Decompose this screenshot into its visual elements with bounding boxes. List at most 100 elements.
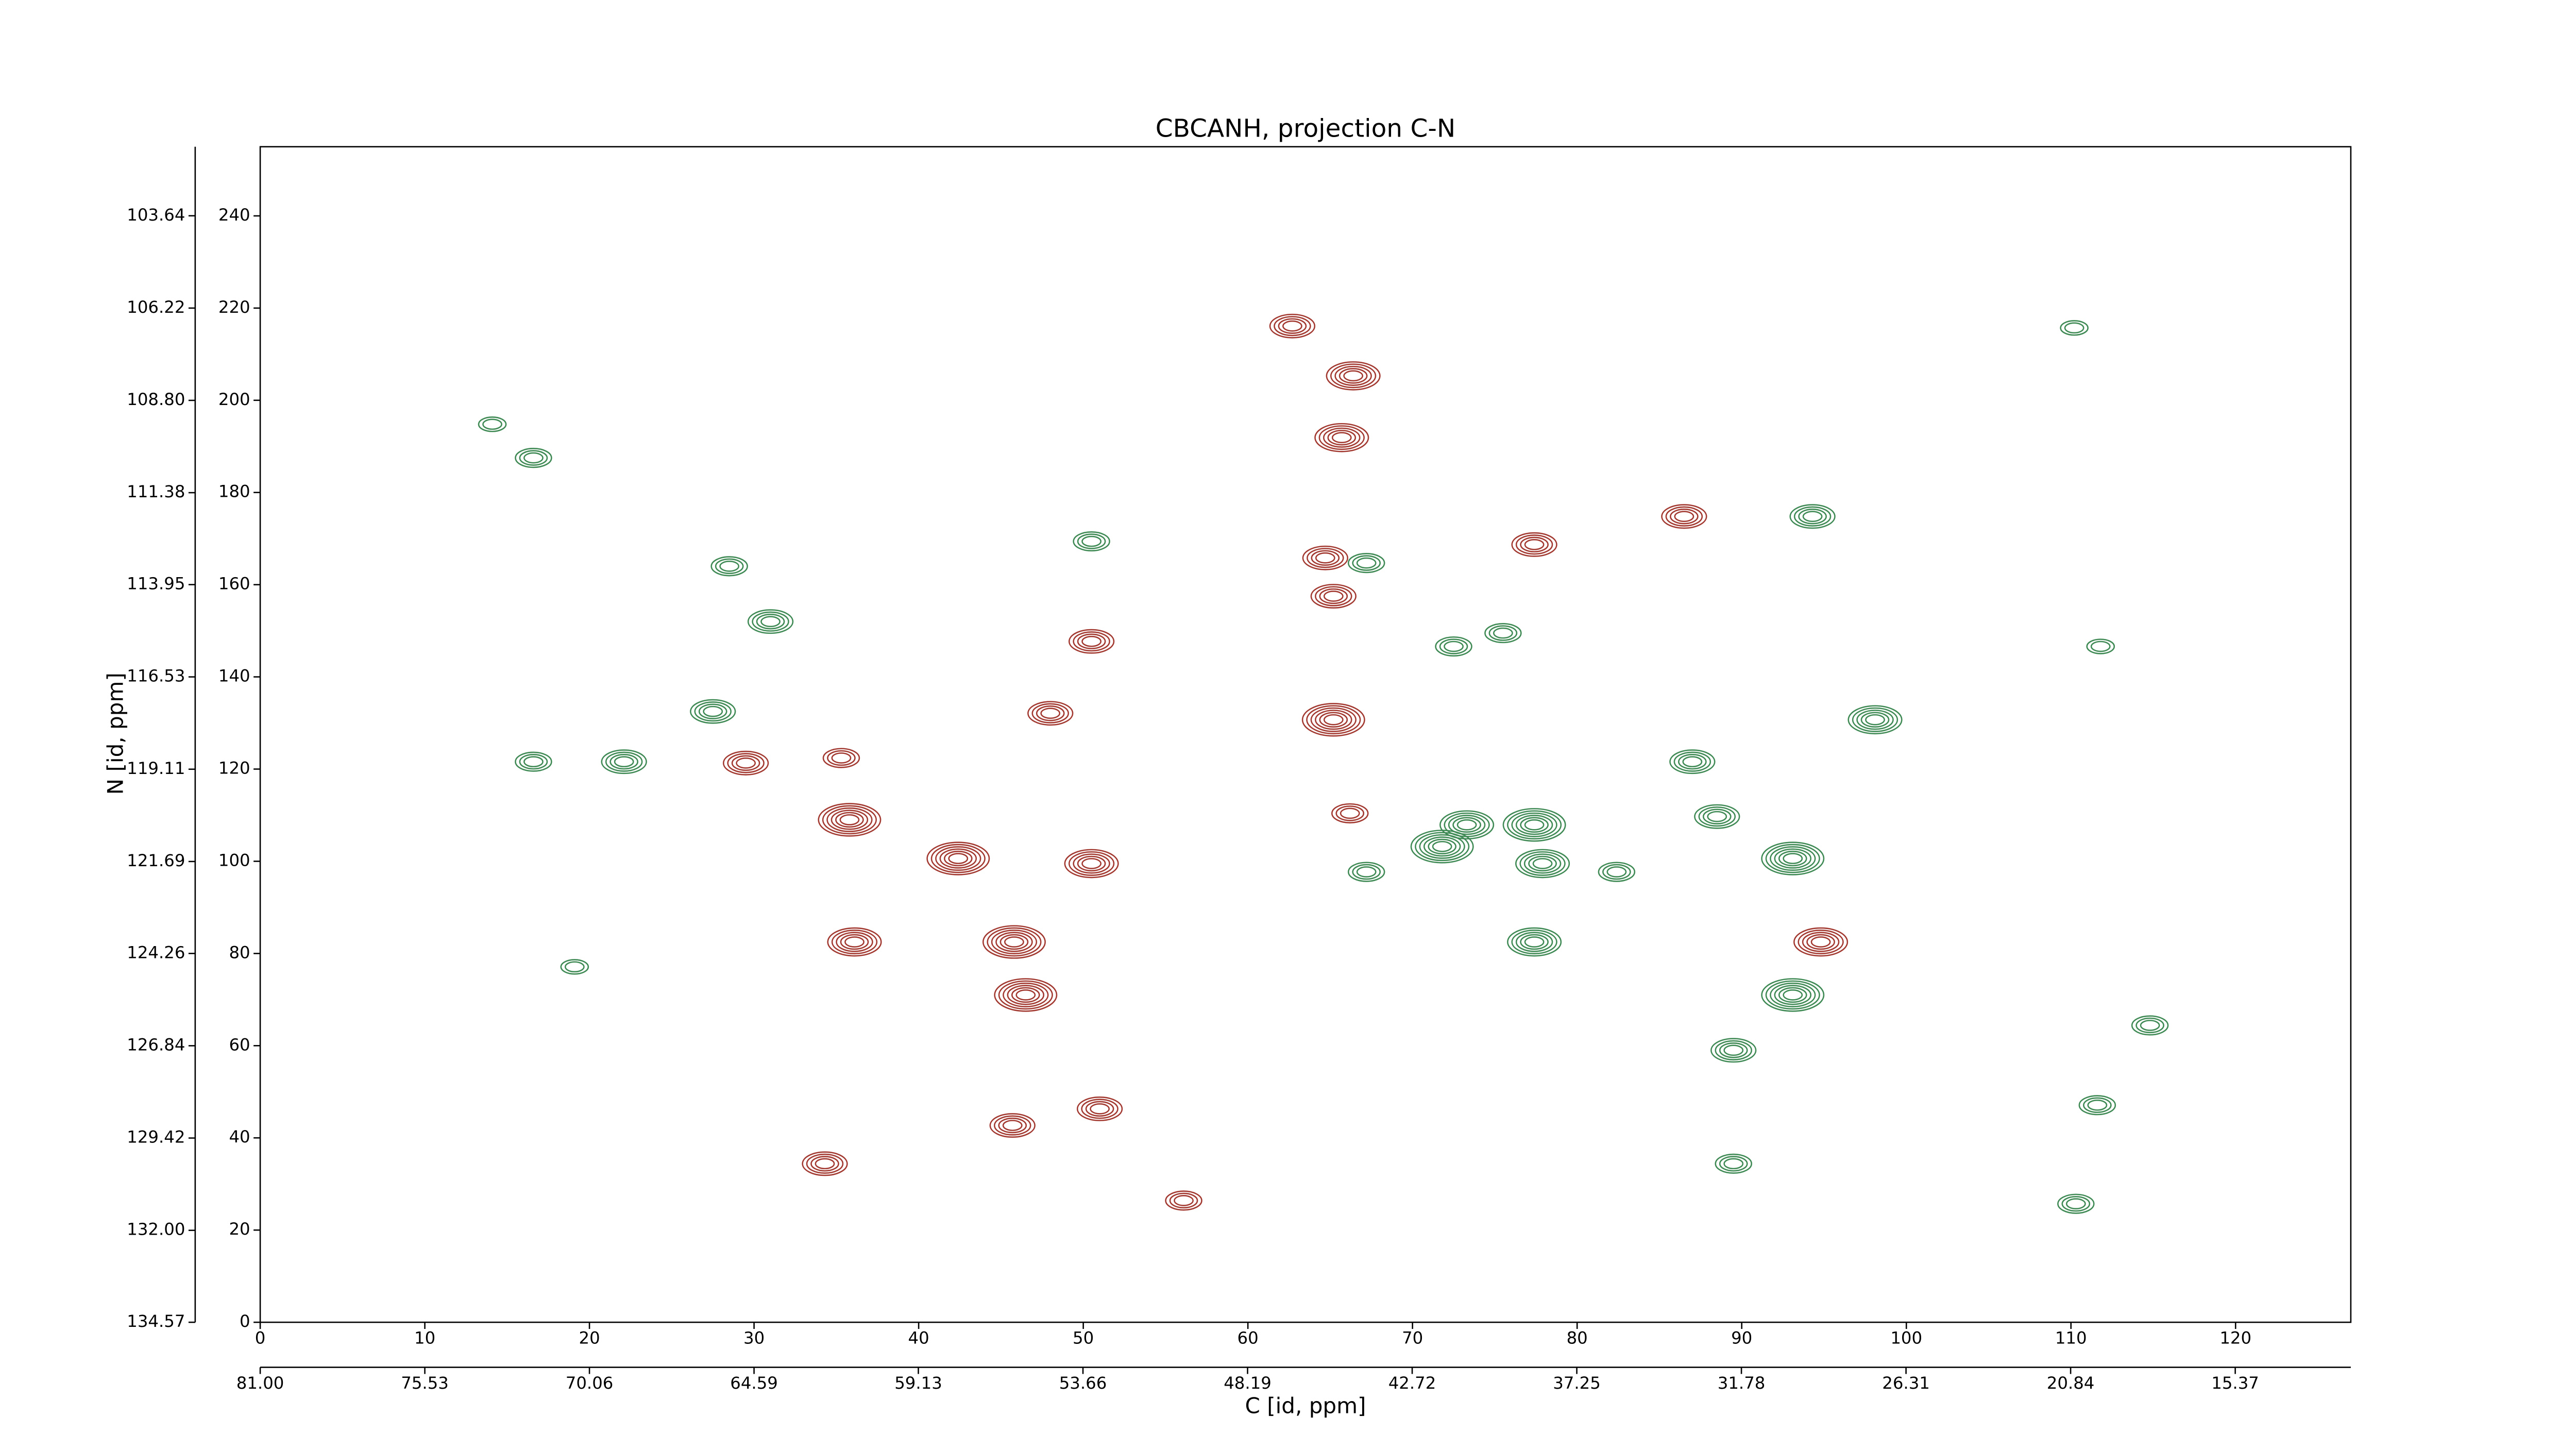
contour-level: [601, 749, 647, 774]
contour-level: [1761, 841, 1825, 875]
contour-level: [1698, 806, 1736, 827]
x2-tick-label: 64.59: [730, 1373, 778, 1393]
contour-level: [1301, 703, 1365, 737]
contour-level: [1456, 819, 1477, 831]
x-tick-label: 80: [1567, 1328, 1588, 1347]
contour-level: [935, 846, 981, 871]
contour-level: [1798, 509, 1827, 525]
contour-level: [1081, 1099, 1118, 1119]
contour-level: [731, 755, 760, 771]
contour-level: [994, 978, 1058, 1012]
contour-level: [1778, 987, 1807, 1003]
y2-tick-label: 116.53: [127, 666, 185, 686]
contour-level: [719, 561, 740, 572]
contour-level: [831, 810, 869, 830]
contour-level: [926, 841, 990, 875]
contour-level: [1435, 636, 1472, 657]
contour-level: [609, 753, 639, 770]
contour-level: [519, 753, 548, 770]
y-tick-label: 180: [218, 482, 250, 501]
contour-level: [1524, 819, 1545, 831]
contour-level: [1081, 535, 1102, 547]
contour-level: [2086, 638, 2115, 654]
contour-level: [1507, 927, 1562, 957]
contour-level: [727, 753, 765, 773]
contour-level: [1311, 550, 1340, 566]
contour-level: [1665, 506, 1703, 527]
contour-level: [1165, 1190, 1202, 1211]
contour-level: [1319, 588, 1348, 604]
contour-level: [1793, 506, 1832, 527]
plot-frame: [259, 146, 2352, 1323]
contour-level: [1865, 714, 1885, 726]
y2-tick-label: 134.57: [127, 1311, 185, 1331]
contour-level: [1073, 853, 1110, 874]
contour-level: [1334, 365, 1372, 386]
contour-level: [1719, 1042, 1748, 1058]
contour-level: [1515, 849, 1570, 879]
contour-level: [1073, 531, 1110, 552]
contour-level: [1076, 1096, 1123, 1121]
contour-level: [1493, 627, 1513, 639]
contour-level: [1340, 807, 1360, 819]
contour-level: [1031, 703, 1069, 723]
contour-level: [756, 614, 785, 630]
contour-level: [831, 930, 878, 954]
contour-level: [939, 848, 977, 869]
contour-level: [1723, 1158, 1744, 1170]
contour-level: [1511, 930, 1557, 954]
contour-level: [1761, 978, 1825, 1012]
contour-level: [1598, 862, 1636, 882]
contour-level: [1330, 363, 1377, 389]
contour-level: [1452, 817, 1481, 833]
contour-level: [948, 853, 969, 864]
contour-level: [515, 448, 552, 468]
contour-level: [1702, 808, 1732, 824]
contour-level: [2083, 1097, 2112, 1113]
y-tick-label: 40: [229, 1127, 250, 1147]
contour-level: [989, 1113, 1036, 1138]
y2-tick-label: 111.38: [127, 482, 185, 501]
contour-level: [1715, 1040, 1752, 1060]
contour-level: [1524, 936, 1545, 948]
x2-tick-label: 48.19: [1224, 1373, 1272, 1393]
contour-level: [515, 751, 552, 772]
contour-level: [1077, 533, 1106, 549]
contour-level: [1302, 545, 1348, 570]
contour-level: [822, 805, 877, 835]
contour-level: [1515, 932, 1553, 952]
x2-tick-label: 70.06: [566, 1373, 614, 1393]
contour-level: [1331, 803, 1369, 823]
contour-level: [1282, 320, 1302, 332]
contour-level: [605, 751, 643, 772]
contour-level: [1315, 586, 1352, 606]
contour-level: [1278, 318, 1307, 334]
y-axis-label: N [id, ppm]: [103, 672, 128, 795]
contour-level: [2131, 1015, 2169, 1036]
contour-level: [1081, 635, 1102, 647]
contour-level: [694, 701, 732, 722]
contour-level: [835, 812, 864, 828]
x-tick-label: 120: [2219, 1328, 2251, 1347]
x2-tick-label: 75.53: [401, 1373, 449, 1393]
contour-level: [2078, 1095, 2116, 1116]
contour-level: [614, 756, 634, 768]
contour-level: [1860, 712, 1890, 728]
contour-level: [2136, 1017, 2164, 1034]
contour-level: [827, 927, 882, 957]
contour-level: [2060, 320, 2089, 336]
contour-level: [1444, 812, 1490, 837]
contour-level: [1423, 836, 1461, 857]
y2-tick-label: 113.95: [127, 574, 185, 594]
y-tick-label: 140: [218, 666, 250, 686]
y-tick-label: 80: [229, 942, 250, 962]
x2-tick-label: 42.72: [1388, 1373, 1436, 1393]
y-tick-label: 240: [218, 205, 250, 225]
contour-level: [1064, 849, 1119, 879]
contour-level: [2061, 1195, 2091, 1212]
contour-level: [2057, 1193, 2095, 1214]
contour-level: [722, 750, 769, 776]
x2-tick-label: 15.37: [2211, 1373, 2259, 1393]
contour-level: [1306, 705, 1361, 735]
contour-level: [1848, 705, 1903, 735]
